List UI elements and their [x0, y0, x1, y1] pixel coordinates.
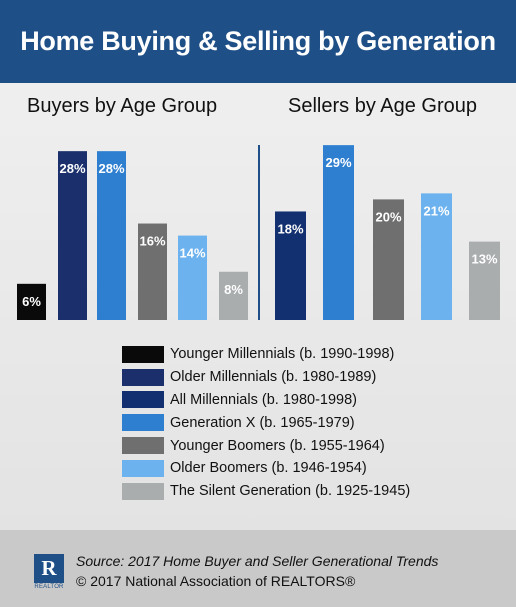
footer — [0, 530, 516, 607]
legend-swatch — [122, 437, 164, 455]
legend-item: Younger Millennials (b. 1990-1998) — [122, 343, 410, 366]
legend-swatch — [122, 391, 164, 409]
legend-item: Older Millennials (b. 1980-1989) — [122, 366, 410, 389]
sellers-bar — [421, 193, 452, 320]
chart-divider — [258, 145, 260, 320]
sellers-bar — [275, 211, 306, 320]
legend-label: The Silent Generation (b. 1925-1945) — [170, 483, 411, 500]
legend-label: Generation X (b. 1965-1979) — [170, 414, 355, 431]
realtor-logo: R REALTOR — [34, 554, 64, 590]
legend-label: Younger Millennials (b. 1990-1998) — [170, 346, 395, 363]
sellers-chart-title: Sellers by Age Group — [288, 95, 477, 117]
copyright-text: © 2017 National Association of REALTORS® — [76, 573, 356, 589]
buyers-bar — [97, 151, 126, 320]
legend-item: Older Boomers (b. 1946-1954) — [122, 457, 410, 480]
legend-swatch — [122, 368, 164, 386]
sellers-bar — [323, 145, 354, 320]
sellers-bar-label: 20% — [375, 209, 401, 224]
sellers-bar — [373, 199, 404, 320]
buyers-bar — [178, 235, 207, 320]
logo-word: REALTOR — [34, 584, 64, 590]
legend-label: All Millennials (b. 1980-1998) — [170, 391, 357, 408]
buyers-bar — [219, 271, 248, 320]
title-banner: Home Buying & Selling by Generation — [0, 0, 516, 83]
buyers-bar-label: 14% — [179, 246, 205, 261]
buyers-bar — [138, 223, 167, 320]
legend-label: Younger Boomers (b. 1955-1964) — [170, 437, 385, 454]
legend-swatch — [122, 459, 164, 477]
legend-item: Younger Boomers (b. 1955-1964) — [122, 434, 410, 457]
legend-swatch — [122, 482, 164, 500]
bar-charts: 6% 28% 28% 16% 14% 8% 18% 29% 20% 21% 13% — [17, 145, 500, 320]
buyers-bar-label: 28% — [59, 161, 85, 176]
buyers-bar — [58, 151, 87, 320]
realtor-logo-mark: R — [34, 554, 64, 583]
legend-item: The Silent Generation (b. 1925-1945) — [122, 480, 410, 503]
legend: Younger Millennials (b. 1990-1998) Older … — [122, 343, 410, 503]
sellers-bar-label: 13% — [471, 252, 497, 267]
legend-swatch — [122, 345, 164, 363]
legend-item: Generation X (b. 1965-1979) — [122, 411, 410, 434]
legend-label: Older Millennials (b. 1980-1989) — [170, 369, 377, 386]
source-text: Source: 2017 Home Buyer and Seller Gener… — [76, 553, 439, 569]
buyers-bar-label: 6% — [22, 294, 41, 309]
buyers-bar-label: 8% — [224, 282, 243, 297]
buyers-chart-title: Buyers by Age Group — [27, 95, 218, 117]
page-title: Home Buying & Selling by Generation — [20, 26, 496, 56]
buyers-bar-label: 28% — [98, 161, 124, 176]
sellers-bar-label: 18% — [277, 221, 303, 236]
legend-item: All Millennials (b. 1980-1998) — [122, 389, 410, 412]
sellers-bar-label: 29% — [325, 155, 351, 170]
logo-letter: R — [41, 556, 57, 580]
sellers-bar — [469, 241, 500, 320]
buyers-bar — [17, 283, 46, 320]
legend-label: Older Boomers (b. 1946-1954) — [170, 460, 367, 477]
sellers-bar-label: 21% — [423, 203, 449, 218]
source-note: Source: 2017 Home Buyer and Seller Gener… — [76, 551, 438, 591]
legend-swatch — [122, 414, 164, 432]
buyers-bar-label: 16% — [139, 234, 165, 249]
